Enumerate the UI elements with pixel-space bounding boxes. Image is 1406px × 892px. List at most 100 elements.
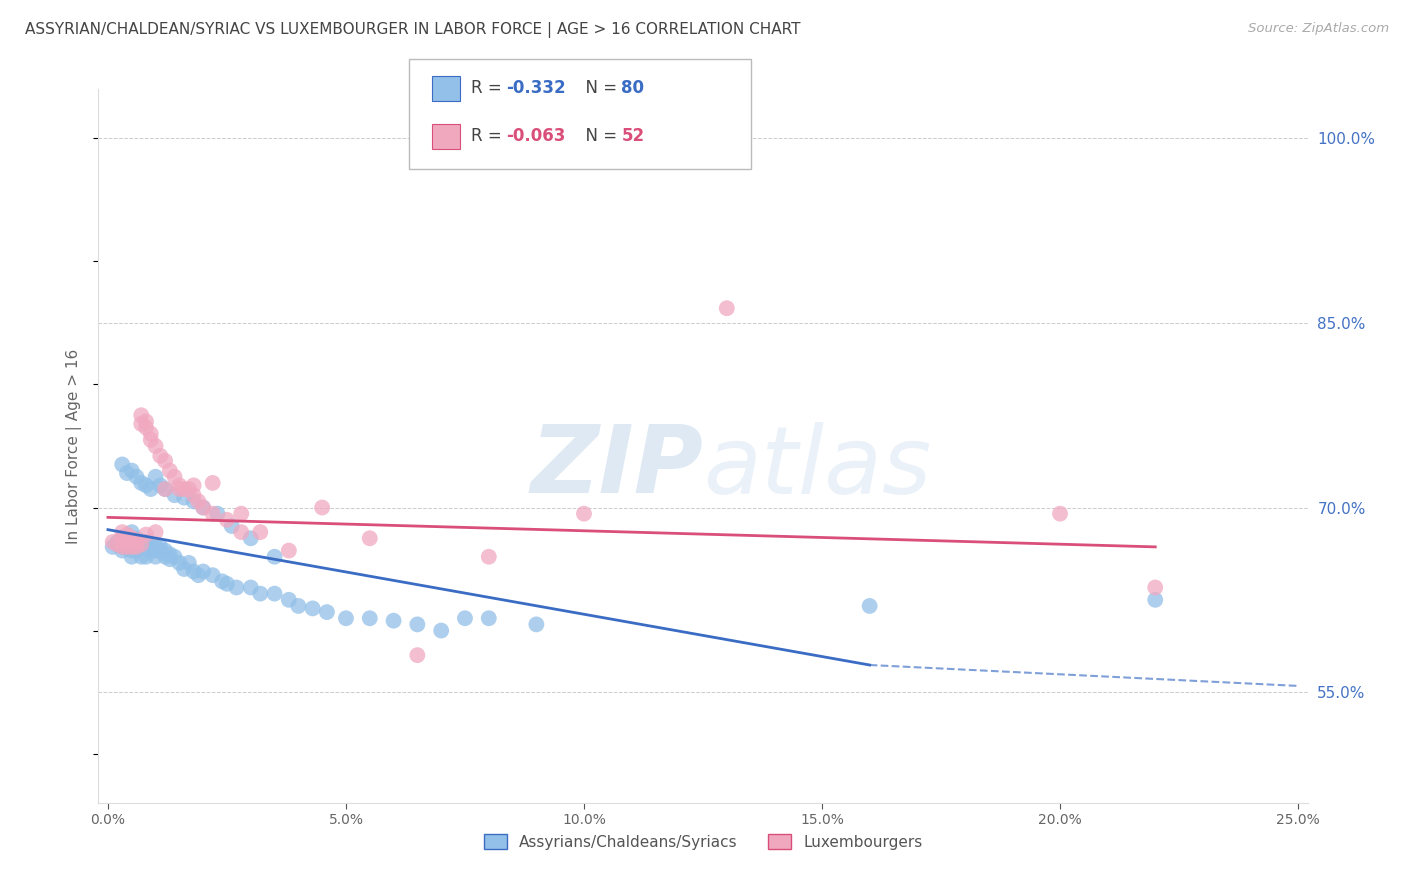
Point: [201, 507, 224, 521]
Point: [153, 549, 176, 564]
Point: [149, 449, 172, 463]
Point: [173, 491, 195, 505]
Point: [121, 543, 143, 558]
Point: [139, 543, 162, 558]
Point: [145, 469, 167, 483]
Text: -0.063: -0.063: [506, 128, 565, 145]
Point: [169, 478, 191, 492]
Point: [125, 535, 148, 549]
Point: [478, 549, 501, 564]
Point: [183, 478, 205, 492]
Text: Source: ZipAtlas.com: Source: ZipAtlas.com: [1249, 22, 1389, 36]
Point: [183, 488, 205, 502]
Text: 80: 80: [621, 79, 644, 97]
Point: [301, 601, 323, 615]
Point: [215, 513, 238, 527]
Point: [153, 454, 176, 468]
Point: [139, 433, 162, 447]
Point: [239, 531, 262, 545]
Point: [145, 540, 167, 554]
Point: [111, 458, 134, 472]
Text: ZIP: ZIP: [530, 421, 703, 514]
Point: [169, 482, 191, 496]
Point: [163, 488, 186, 502]
Point: [153, 482, 176, 496]
Point: [177, 482, 200, 496]
Point: [406, 648, 429, 662]
Point: [159, 464, 181, 478]
Point: [111, 540, 134, 554]
Point: [239, 581, 262, 595]
Point: [159, 552, 181, 566]
Point: [101, 540, 124, 554]
Point: [187, 568, 209, 582]
Point: [359, 611, 381, 625]
Point: [121, 540, 143, 554]
Point: [125, 540, 148, 554]
Point: [359, 531, 381, 545]
Point: [125, 469, 148, 483]
Point: [139, 482, 162, 496]
Point: [524, 617, 547, 632]
Point: [311, 500, 333, 515]
Point: [129, 409, 152, 423]
Point: [111, 543, 134, 558]
Point: [115, 466, 138, 480]
Point: [135, 414, 157, 428]
Point: [121, 540, 143, 554]
Point: [149, 478, 172, 492]
Point: [135, 535, 157, 549]
Point: [121, 549, 143, 564]
Point: [111, 540, 134, 554]
Point: [183, 565, 205, 579]
Point: [129, 417, 152, 431]
Point: [201, 475, 224, 490]
Text: ASSYRIAN/CHALDEAN/SYRIAC VS LUXEMBOURGER IN LABOR FORCE | AGE > 16 CORRELATION C: ASSYRIAN/CHALDEAN/SYRIAC VS LUXEMBOURGER…: [25, 22, 801, 38]
Point: [111, 525, 134, 540]
Point: [135, 549, 157, 564]
Text: atlas: atlas: [703, 422, 931, 513]
Point: [145, 439, 167, 453]
Point: [335, 611, 357, 625]
Point: [1144, 581, 1167, 595]
Point: [135, 540, 157, 554]
Point: [149, 540, 172, 554]
Point: [225, 581, 247, 595]
Point: [125, 535, 148, 549]
Point: [191, 565, 214, 579]
Point: [572, 507, 595, 521]
Point: [277, 543, 299, 558]
Point: [111, 531, 134, 545]
Point: [163, 549, 186, 564]
Point: [287, 599, 309, 613]
Point: [121, 531, 143, 545]
Legend: Assyrians/Chaldeans/Syriacs, Luxembourgers: Assyrians/Chaldeans/Syriacs, Luxembourge…: [478, 828, 928, 855]
Point: [249, 525, 271, 540]
Point: [277, 592, 299, 607]
Text: 52: 52: [621, 128, 644, 145]
Point: [478, 611, 501, 625]
Point: [207, 507, 229, 521]
Point: [101, 535, 124, 549]
Text: R =: R =: [471, 128, 508, 145]
Point: [107, 537, 129, 551]
Point: [115, 537, 138, 551]
Point: [121, 531, 143, 545]
Point: [135, 478, 157, 492]
Point: [406, 617, 429, 632]
Point: [115, 541, 138, 555]
Point: [139, 537, 162, 551]
Point: [145, 543, 167, 558]
Text: N =: N =: [575, 79, 623, 97]
Y-axis label: In Labor Force | Age > 16: In Labor Force | Age > 16: [66, 349, 83, 543]
Point: [107, 535, 129, 549]
Point: [129, 535, 152, 549]
Text: R =: R =: [471, 79, 508, 97]
Point: [211, 574, 233, 589]
Point: [129, 549, 152, 564]
Point: [129, 475, 152, 490]
Text: -0.332: -0.332: [506, 79, 565, 97]
Point: [173, 482, 195, 496]
Point: [187, 494, 209, 508]
Point: [191, 500, 214, 515]
